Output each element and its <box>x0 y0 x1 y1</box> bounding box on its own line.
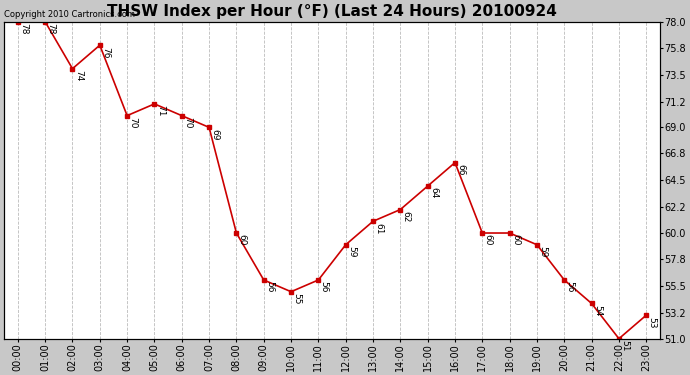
Text: 61: 61 <box>375 223 384 234</box>
Text: 56: 56 <box>319 281 328 293</box>
Text: 59: 59 <box>347 246 356 258</box>
Text: 69: 69 <box>210 129 219 140</box>
Text: 60: 60 <box>484 234 493 246</box>
Text: 56: 56 <box>265 281 274 293</box>
Text: 56: 56 <box>566 281 575 293</box>
Text: 71: 71 <box>156 105 165 117</box>
Text: 55: 55 <box>293 293 302 304</box>
Text: 51: 51 <box>620 340 629 351</box>
Text: 60: 60 <box>238 234 247 246</box>
Text: 74: 74 <box>74 70 83 81</box>
Text: 66: 66 <box>456 164 465 176</box>
Text: 64: 64 <box>429 188 438 199</box>
Title: THSW Index per Hour (°F) (Last 24 Hours) 20100924: THSW Index per Hour (°F) (Last 24 Hours)… <box>107 4 557 19</box>
Text: Copyright 2010 Cartronics.com: Copyright 2010 Cartronics.com <box>4 9 135 18</box>
Text: 78: 78 <box>46 23 55 34</box>
Text: 62: 62 <box>402 211 411 222</box>
Text: 70: 70 <box>128 117 137 129</box>
Text: 70: 70 <box>183 117 192 129</box>
Text: 78: 78 <box>19 23 28 34</box>
Text: 60: 60 <box>511 234 520 246</box>
Text: 54: 54 <box>593 305 602 316</box>
Text: 59: 59 <box>538 246 547 258</box>
Text: 53: 53 <box>648 316 657 328</box>
Text: 76: 76 <box>101 46 110 58</box>
